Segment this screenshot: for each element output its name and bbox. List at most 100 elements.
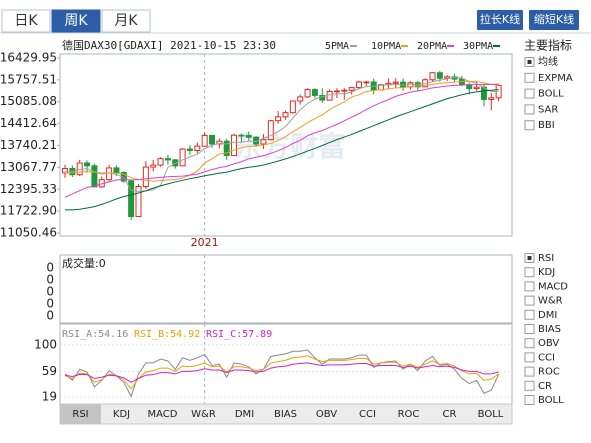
checkbox-label[interactable]: BBI (538, 120, 555, 131)
checkbox-label[interactable]: W&R (538, 296, 563, 307)
candle-body (311, 89, 318, 96)
y-tick-label: 16429.95 (0, 51, 57, 65)
bottom-tab-selected[interactable] (60, 404, 101, 424)
checkbox[interactable] (524, 338, 535, 349)
candle-body (164, 158, 171, 161)
checkbox[interactable] (524, 380, 535, 391)
candle-body (128, 180, 135, 218)
checkbox-label[interactable]: MACD (538, 281, 568, 292)
checkbox-label[interactable]: BIAS (538, 324, 561, 335)
y-tick-label: 59 (42, 364, 57, 378)
zoom-button-label[interactable]: 拉长K线 (480, 12, 520, 26)
bottom-tab-label[interactable]: CCI (359, 409, 376, 420)
checkbox[interactable] (524, 120, 535, 131)
candle-body (392, 81, 399, 84)
bottom-tab-label[interactable]: ROC (398, 409, 420, 420)
checkbox[interactable] (524, 324, 535, 334)
candle-body (289, 100, 296, 114)
checkbox[interactable] (524, 267, 535, 278)
candle-body (231, 134, 238, 156)
bottom-tab-label[interactable]: BOLL (478, 409, 504, 420)
bottom-tab-label[interactable]: CR (443, 409, 457, 420)
checkbox[interactable] (524, 395, 535, 405)
bottom-tab-label[interactable]: KDJ (113, 409, 130, 420)
checkbox[interactable] (524, 309, 535, 320)
checkbox-label[interactable]: ROC (538, 367, 560, 378)
candle-body (480, 86, 487, 100)
legend-label: 30PMA (463, 41, 493, 52)
zoom-button[interactable] (477, 10, 523, 30)
checkbox[interactable] (524, 88, 535, 99)
candle-body (157, 158, 164, 166)
candle-body (186, 148, 193, 151)
y-tick-label: 100 (34, 337, 57, 351)
checkbox[interactable] (524, 295, 535, 306)
volume-title: 成交量:0 (62, 256, 106, 270)
candle-body (304, 89, 311, 98)
zoom-button[interactable] (529, 10, 579, 30)
candle-body (209, 134, 215, 145)
bottom-tab-label[interactable]: BIAS (274, 409, 297, 420)
period-tab[interactable] (1, 9, 51, 33)
bottom-tab-label[interactable]: OBV (316, 409, 337, 420)
y-tick-label: 0 (46, 273, 54, 287)
y-tick-label: 19 (42, 390, 57, 404)
checkbox-label[interactable]: 均线 (538, 55, 558, 68)
candle-body (62, 168, 68, 174)
checkbox-label[interactable]: BOLL (538, 89, 564, 100)
checkbox[interactable] (524, 352, 535, 363)
candle-body (488, 97, 495, 100)
checkbox[interactable] (524, 281, 535, 292)
checkbox-label[interactable]: CR (538, 381, 552, 392)
y-tick-label: 13740.21 (0, 138, 57, 152)
candle-body (473, 86, 480, 90)
checkbox-check (527, 60, 532, 64)
bottom-tab-label[interactable]: DMI (235, 409, 254, 420)
indicator-line (64, 83, 499, 198)
checkbox-label[interactable]: EXPMA (538, 73, 573, 84)
volume-frame (59, 254, 513, 324)
candle-body (297, 96, 304, 102)
candle-body (267, 120, 274, 141)
period-tab-label[interactable]: 月K (114, 13, 138, 29)
indicator-line (64, 355, 499, 390)
period-tab[interactable] (51, 9, 101, 33)
period-tab-label[interactable]: 日K (14, 13, 38, 29)
bottom-tab-label[interactable]: W&R (191, 409, 216, 420)
candle-body (282, 112, 289, 118)
candle-body (245, 134, 252, 138)
checkbox-label[interactable]: CCI (538, 352, 555, 363)
checkbox-label[interactable]: BOLL (538, 395, 564, 406)
checkbox-label[interactable]: RSI (538, 253, 554, 264)
zoom-button-label[interactable]: 缩短K线 (534, 12, 574, 26)
candle-body (260, 139, 267, 145)
checkbox-label[interactable]: SAR (538, 104, 558, 115)
checkbox[interactable] (524, 366, 535, 377)
indicator-line (65, 76, 499, 192)
y-tick-label: 11050.46 (0, 226, 57, 240)
checkbox-label[interactable]: OBV (538, 338, 559, 349)
candle-body (142, 166, 149, 187)
y-tick-label: 15757.51 (0, 72, 57, 86)
period-tab[interactable] (101, 9, 151, 33)
period-tab-label[interactable]: 周K (64, 13, 88, 29)
legend-label: 10PMA (371, 41, 401, 52)
bottom-tab-label[interactable]: RSI (72, 409, 88, 420)
candle-body (466, 84, 473, 90)
chart-title: 德国DAX30[GDAXI] 2021-10-15 23:30 (62, 38, 276, 52)
checkbox[interactable] (524, 104, 535, 115)
candle-body (179, 148, 186, 167)
candle-body (363, 81, 370, 84)
legend-label: 20PMA (417, 41, 447, 52)
y-tick-label: 14412.64 (0, 116, 57, 130)
checkbox[interactable] (524, 72, 535, 83)
candle-body (106, 167, 113, 181)
checkbox-label[interactable]: KDJ (538, 267, 555, 278)
legend-label: RSI_A:54.16 (62, 329, 128, 340)
bottom-tab-label[interactable]: MACD (148, 409, 178, 420)
checkbox-label[interactable]: DMI (538, 310, 557, 321)
candle-body (429, 72, 436, 81)
